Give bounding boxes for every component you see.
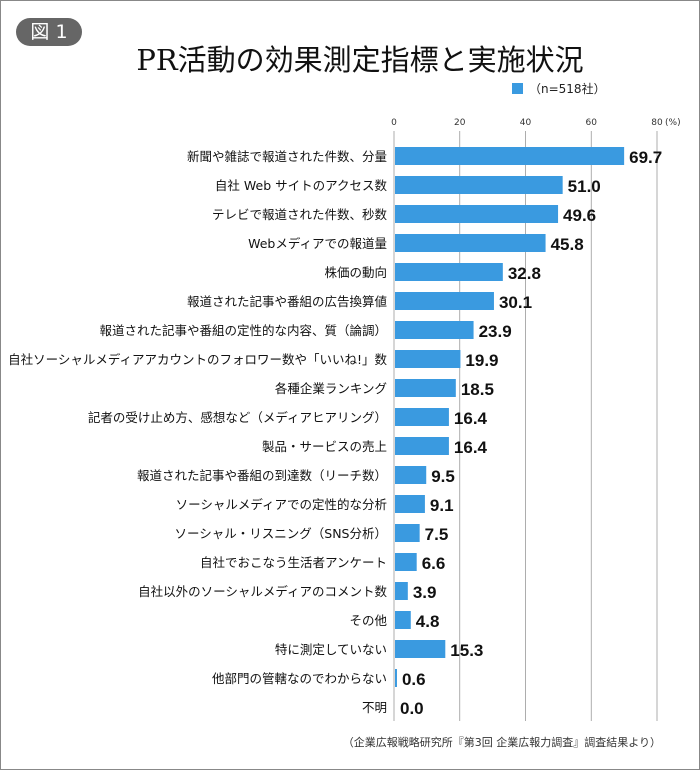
data-label: 19.9 — [465, 351, 498, 370]
data-label: 15.3 — [450, 641, 483, 660]
category-label: 他部門の管轄なのでわからない — [212, 671, 387, 686]
bar — [395, 669, 397, 687]
category-label: 自社ソーシャルメディアアカウントのフォロワー数や「いいね!」数 — [8, 352, 387, 367]
legend-label: （n=518社） — [529, 82, 606, 96]
source-note: （企業広報戦略研究所『第3回 企業広報力調査』調査結果より） — [342, 736, 661, 749]
chart-title: PR活動の効果測定指標と実施状況 — [136, 43, 584, 77]
category-label: 自社 Web サイトのアクセス数 — [215, 178, 388, 193]
category-label: 新聞や雑誌で報道された件数、分量 — [187, 149, 387, 164]
bar — [395, 408, 449, 426]
data-label: 51.0 — [568, 177, 601, 196]
data-label: 0.0 — [400, 699, 424, 718]
tick-label: 80 — [651, 118, 663, 128]
bar — [395, 611, 411, 629]
category-label: 自社でおこなう生活者アンケート — [200, 555, 387, 570]
data-label: 3.9 — [413, 583, 437, 602]
bar — [395, 524, 420, 542]
figure-badge: 図 1 — [16, 18, 82, 46]
data-label: 32.8 — [508, 264, 541, 283]
category-label: 不明 — [362, 700, 387, 715]
tick-label: 40 — [520, 118, 532, 128]
bar — [395, 176, 563, 194]
data-label: 45.8 — [551, 235, 584, 254]
category-label: ソーシャルメディアでの定性的な分析 — [176, 497, 387, 512]
data-label: 0.6 — [402, 670, 426, 689]
bar — [395, 495, 425, 513]
tick-label: 20 — [454, 118, 466, 128]
category-label: 報道された記事や番組の到達数（リーチ数） — [137, 468, 387, 483]
bar — [395, 437, 449, 455]
data-label: 18.5 — [461, 380, 494, 399]
data-label: 16.4 — [454, 409, 488, 428]
category-label: その他 — [349, 613, 387, 628]
category-label: 株価の動向 — [324, 265, 387, 280]
category-label: 記者の受け止め方、感想など（メディアヒアリング） — [88, 410, 387, 425]
category-label: Webメディアでの報道量 — [248, 236, 387, 251]
bar — [395, 553, 417, 571]
category-label: 製品・サービスの売上 — [262, 439, 387, 454]
tick-label: 60 — [586, 118, 598, 128]
bar — [395, 640, 446, 658]
data-label: 69.7 — [629, 148, 662, 167]
data-label: 7.5 — [425, 525, 449, 544]
data-label: 9.5 — [431, 467, 455, 486]
category-label: テレビで報道された件数、秒数 — [212, 207, 388, 222]
category-label: ソーシャル・リスニング（SNS分析） — [175, 526, 387, 541]
bar — [395, 466, 427, 484]
bar — [395, 205, 559, 223]
tick-label: 0 — [391, 118, 397, 128]
bar — [395, 292, 494, 310]
data-label: 9.1 — [430, 496, 454, 515]
bar — [395, 263, 503, 281]
data-label: 30.1 — [499, 293, 532, 312]
legend-swatch — [512, 83, 523, 94]
data-label: 23.9 — [479, 322, 512, 341]
category-label: 自社以外のソーシャルメディアのコメント数 — [138, 584, 387, 599]
data-label: 16.4 — [454, 438, 488, 457]
bar — [395, 234, 546, 252]
unit-label: (%) — [665, 118, 681, 128]
category-label: 各種企業ランキング — [275, 381, 387, 396]
category-label: 報道された記事や番組の定性的な内容、質（論調） — [99, 323, 387, 338]
bar — [395, 582, 408, 600]
data-label: 6.6 — [422, 554, 446, 573]
bar — [395, 350, 461, 368]
legend: （n=518社） — [512, 80, 606, 97]
category-label: 報道された記事や番組の広告換算値 — [187, 294, 387, 309]
category-label: 特に測定していない — [275, 642, 387, 657]
bar — [395, 321, 474, 339]
bar — [395, 147, 625, 165]
data-label: 49.6 — [563, 206, 596, 225]
data-label: 4.8 — [416, 612, 440, 631]
bar — [395, 379, 456, 397]
